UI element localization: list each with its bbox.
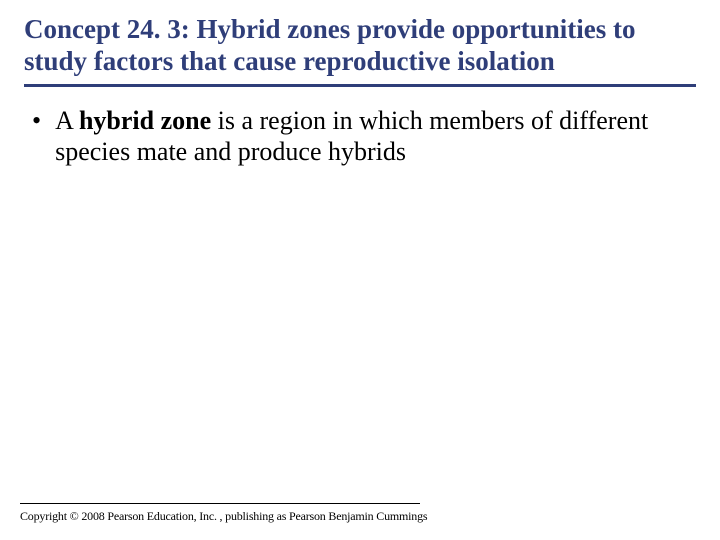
bullet-item: • A hybrid zone is a region in which mem…: [30, 105, 696, 168]
slide: Concept 24. 3: Hybrid zones provide oppo…: [0, 0, 720, 540]
slide-title: Concept 24. 3: Hybrid zones provide oppo…: [24, 14, 696, 87]
copyright: Copyright © 2008 Pearson Education, Inc.…: [20, 509, 427, 524]
bullet-text-bold: hybrid zone: [79, 106, 211, 135]
bullet-marker-icon: •: [30, 105, 55, 137]
bullet-text: A hybrid zone is a region in which membe…: [55, 105, 696, 168]
slide-body: • A hybrid zone is a region in which mem…: [24, 105, 696, 168]
footer-rule: [20, 503, 420, 504]
bullet-text-pre: A: [55, 106, 79, 135]
